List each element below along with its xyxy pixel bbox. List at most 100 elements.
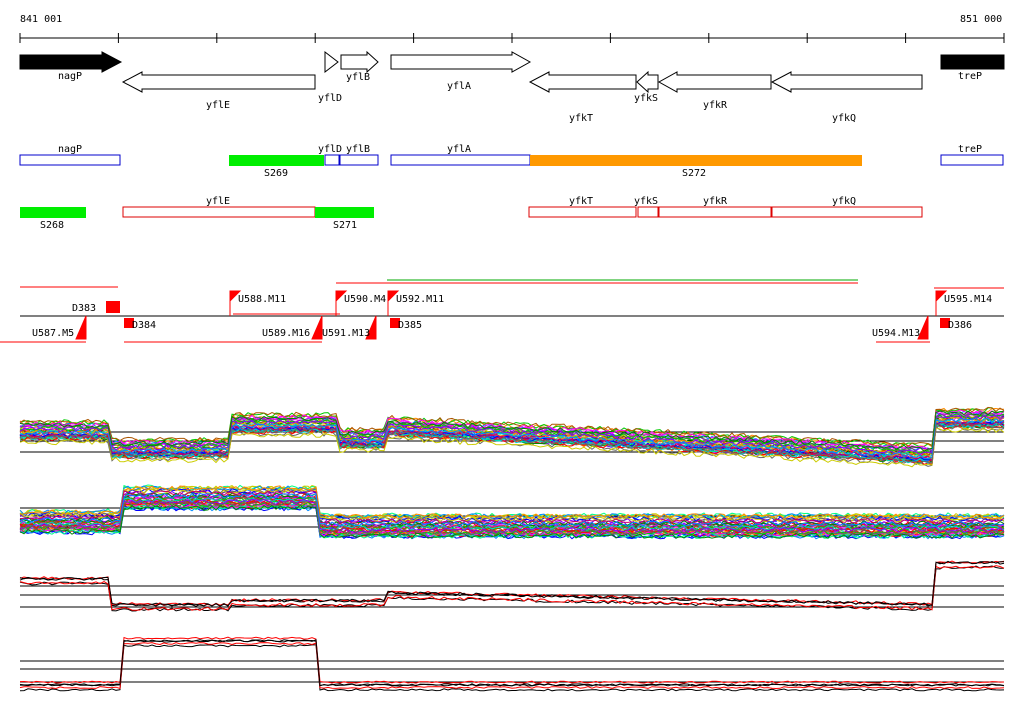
gene-label-nagP: nagP — [58, 71, 82, 82]
expression-profile-line — [19, 484, 1005, 519]
expression-profile-line — [19, 485, 1005, 520]
gene-label-yflA: yflA — [447, 81, 471, 92]
marker-block-D386[interactable] — [940, 318, 950, 328]
expression-profile-line — [19, 636, 1005, 684]
forward-label-yflA: yflA — [447, 144, 471, 155]
marker-block-D385[interactable] — [390, 318, 400, 328]
marker-label-D383: D383 — [72, 303, 96, 314]
expression-panel-reverse-all — [19, 484, 1005, 540]
gene-arrow-yflD[interactable] — [324, 50, 339, 74]
ruler-start-label: 841 001 — [20, 14, 62, 25]
expression-profile-line — [19, 492, 1004, 528]
gene-annotation-track: nagP yflE yflD yflB yflA yfkT yfkS yfkR … — [19, 50, 1005, 124]
forward-box-yflB[interactable] — [339, 154, 379, 166]
reverse-label-yfkS: yfkS — [634, 196, 658, 207]
expression-profile-line — [19, 504, 1005, 540]
reverse-box-yflE[interactable] — [122, 206, 316, 218]
marker-flag-U592.M11[interactable] — [387, 290, 400, 316]
reverse-label-yfkQ: yfkQ — [832, 196, 856, 207]
expression-panel-forward-summary — [19, 560, 1005, 612]
forward-label-nagP: nagP — [58, 144, 82, 155]
gene-arrow-treP[interactable] — [940, 54, 1005, 70]
marker-label-D384: D384 — [132, 320, 156, 331]
expression-profile-line — [19, 417, 1005, 460]
marker-flag-U591.M13[interactable] — [365, 315, 377, 340]
expression-profile-line — [19, 417, 1005, 460]
expression-panel-reverse-summary — [19, 636, 1005, 692]
transcription-marker-track: D383 U588.M11 U590.M4 U592.M11 U595.M14 … — [0, 279, 1004, 343]
gene-arrow-yflE[interactable] — [121, 71, 316, 93]
expression-profile-line — [19, 642, 1005, 690]
reverse-label-S268: S268 — [40, 220, 64, 231]
marker-flag-U590.M4[interactable] — [335, 290, 348, 316]
marker-flag-U587.M5[interactable] — [75, 315, 87, 340]
gene-arrow-yflB[interactable] — [340, 50, 379, 74]
gene-label-yfkT: yfkT — [569, 113, 593, 124]
marker-label-D385: D385 — [398, 320, 422, 331]
marker-flag-U595.M14[interactable] — [935, 290, 948, 316]
marker-block-D384[interactable] — [124, 318, 134, 328]
gene-arrow-yfkT[interactable] — [528, 71, 637, 93]
gene-arrow-yfkR[interactable] — [657, 71, 772, 93]
reverse-strand-track: S268 yflE S271 yfkT yfkS yfkR yfkQ — [20, 196, 923, 231]
expression-profile-line — [19, 639, 1005, 687]
expression-profile-line — [19, 407, 1005, 448]
forward-label-S272: S272 — [682, 168, 706, 179]
reverse-box-yfkS[interactable] — [637, 206, 659, 218]
forward-label-S269: S269 — [264, 168, 288, 179]
forward-box-nagP[interactable] — [19, 154, 121, 166]
forward-label-yflB: yflB — [346, 144, 370, 155]
forward-segment-S269[interactable] — [229, 155, 324, 166]
reverse-label-yfkR: yfkR — [703, 196, 728, 207]
expression-profile-line — [19, 422, 1004, 464]
expression-profile-line — [19, 421, 1005, 463]
expression-profile-line — [19, 644, 1005, 692]
reverse-segment-S268[interactable] — [20, 207, 86, 218]
reverse-box-yfkR[interactable] — [658, 206, 772, 218]
forward-box-yflD[interactable] — [324, 154, 340, 166]
gene-label-yflE: yflE — [206, 100, 230, 111]
forward-strand-track: nagP S269 yflD yflB yflA S272 treP — [19, 144, 1004, 179]
gene-label-yfkQ: yfkQ — [832, 113, 856, 124]
forward-segment-S272[interactable] — [530, 155, 862, 166]
gene-arrow-yfkS[interactable] — [636, 70, 659, 94]
expression-profile-line — [19, 505, 1005, 540]
gene-arrow-yflA[interactable] — [390, 51, 532, 73]
gene-label-yfkR: yfkR — [703, 100, 728, 111]
marker-label-U594.M13: U594.M13 — [872, 328, 920, 339]
marker-label-U591.M13: U591.M13 — [322, 328, 370, 339]
marker-label-U590.M4: U590.M4 — [344, 294, 386, 305]
reverse-label-yflE: yflE — [206, 196, 230, 207]
reverse-segment-S271[interactable] — [315, 207, 374, 218]
expression-profile-line — [19, 413, 1005, 456]
expression-panel-forward-all — [19, 406, 1005, 468]
gene-arrow-nagP[interactable] — [19, 51, 123, 73]
expression-profile-line — [19, 426, 1005, 468]
expression-profile-line — [19, 500, 1005, 535]
gene-label-yflD: yflD — [318, 93, 342, 104]
expression-profile-line — [19, 560, 1004, 607]
expression-profile-line — [19, 504, 1005, 539]
gene-arrow-yfkQ[interactable] — [770, 71, 923, 93]
marker-flag-U588.M11[interactable] — [229, 290, 242, 316]
forward-box-yflA[interactable] — [390, 154, 531, 166]
gene-label-yfkS: yfkS — [634, 93, 658, 104]
ruler-ticks — [19, 33, 1005, 43]
expression-profile-line — [19, 639, 1005, 687]
forward-label-yflD: yflD — [318, 144, 342, 155]
marker-label-U595.M14: U595.M14 — [944, 294, 992, 305]
expression-profile-line — [19, 560, 1005, 606]
expression-profile-line — [19, 488, 1005, 523]
ruler-end-label: 851 000 — [960, 14, 1002, 25]
marker-flag-U589.M16[interactable] — [311, 315, 323, 340]
marker-block-D383[interactable] — [106, 301, 120, 313]
reverse-box-yfkT[interactable] — [528, 206, 637, 218]
reverse-label-yfkT: yfkT — [569, 196, 593, 207]
coordinate-ruler: 841 001 851 000 — [19, 14, 1005, 43]
marker-flag-U594.M13[interactable] — [917, 315, 929, 340]
forward-box-treP[interactable] — [940, 154, 1004, 166]
expression-profile-line — [19, 565, 1005, 611]
forward-label-treP: treP — [958, 144, 982, 155]
reverse-box-yfkQ[interactable] — [771, 206, 923, 218]
